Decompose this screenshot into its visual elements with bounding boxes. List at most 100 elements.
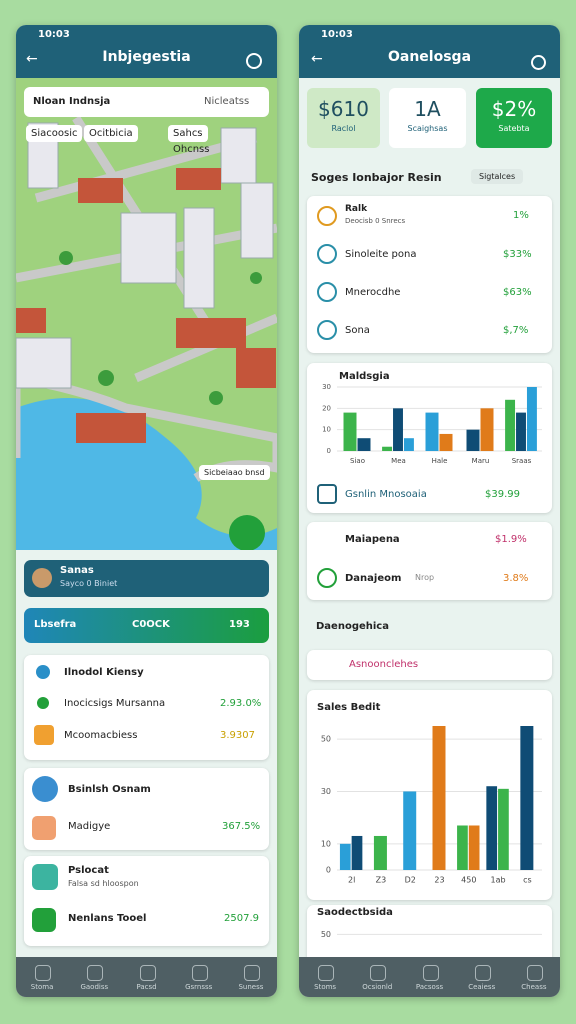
y-tick-label: 0	[327, 447, 331, 455]
stat-label: Scaighsas	[407, 124, 448, 133]
list-name: Mnerocdhe	[345, 287, 401, 298]
x-tick-label: 1ab	[491, 876, 506, 885]
stat-box[interactable]: $2% Satebta	[476, 88, 552, 148]
chart-card: Sales Bedit 0 10 30 50 2l Z3 D2 23 450 1ab cs	[307, 690, 552, 900]
y-tick-label: 30	[321, 787, 331, 796]
big-chart: 0 10 30 50 2l Z3 D2 23 450 1ab cs	[321, 726, 542, 885]
nav-item[interactable]: Cheass	[508, 957, 560, 997]
stat-value: $2%	[491, 97, 537, 121]
icon	[317, 244, 337, 264]
list-sub: Deocisb 0 Snrecs	[345, 217, 406, 225]
x-tick-label: 450	[461, 876, 476, 885]
x-tick-label: Siao	[350, 457, 365, 465]
profile-icon[interactable]	[246, 53, 262, 69]
x-tick-label: Maru	[472, 457, 490, 465]
progress-bar[interactable]: Lbsefra C0OCK 193	[24, 608, 269, 643]
map-label: Sahcs	[168, 125, 208, 142]
nav-item[interactable]: Gaodiss	[68, 957, 120, 997]
stat-value: 1A	[414, 97, 441, 121]
icon	[36, 665, 50, 679]
stat-box[interactable]: $610 Raclol	[307, 88, 380, 148]
back-button[interactable]: ←	[26, 51, 38, 67]
list-card: Ralk Deocisb 0 Snrecs 1% Sinoleite pona …	[307, 196, 552, 353]
filter-label[interactable]: Nicleatss	[204, 96, 250, 107]
section-button[interactable]: Sigtalces	[471, 169, 524, 184]
card: Bsinlsh Osnam Madigye 367.5%	[24, 768, 269, 850]
nav-item[interactable]: Pacsd	[120, 957, 172, 997]
profile-sub: Sayco 0 Biniet	[60, 579, 118, 588]
icon	[32, 776, 58, 802]
bar	[468, 825, 480, 870]
icon	[317, 484, 337, 504]
row-title[interactable]: Daenogehica	[316, 621, 389, 632]
list-value: $,7%	[503, 325, 529, 336]
bar	[403, 791, 417, 870]
bar	[382, 446, 393, 451]
status-time: 10:03	[38, 29, 70, 40]
icon	[317, 206, 337, 226]
x-tick-label: Sraas	[512, 457, 532, 465]
list-name: Sinoleite pona	[345, 249, 417, 260]
y-tick-label: 50	[321, 930, 331, 939]
nav-item[interactable]: Gsrnsss	[173, 957, 225, 997]
icon	[317, 568, 337, 588]
row-value: $1.9%	[495, 534, 527, 545]
stat-box[interactable]: 1A Scaighsas	[389, 88, 466, 148]
row-label: Nenlans Tooel	[68, 913, 147, 924]
map-label: Ohcnss	[173, 144, 210, 155]
row-value: 2507.9	[224, 913, 259, 924]
chart-title: Sales Bedit	[317, 702, 381, 713]
bar	[373, 835, 387, 870]
card-title: Ilnodol Kiensy	[64, 667, 144, 678]
left-phone: 10:03 ← Inbjegestia Nloan Indnsja Niclea…	[16, 25, 277, 997]
bar	[425, 412, 439, 451]
row-label: Asnoonclehes	[349, 659, 419, 670]
mini-chart: 0 10 20 30 Siao Mea Hale Maru Sraas	[322, 383, 542, 465]
nav-item[interactable]: Suness	[225, 957, 277, 997]
icon	[32, 908, 56, 932]
chart-title: Saodectbsida	[317, 907, 393, 918]
icon	[317, 282, 337, 302]
row-value: 3.9307	[220, 730, 255, 741]
bar	[498, 788, 509, 870]
row-label: Maiapena	[345, 534, 400, 545]
header: 10:03 ← Oanelosga	[299, 25, 560, 78]
notification-icon[interactable]	[531, 55, 546, 70]
avatar	[32, 568, 52, 588]
nav-item[interactable]: Pacsoss	[403, 957, 455, 997]
y-tick-label: 50	[321, 735, 331, 744]
back-button[interactable]: ←	[311, 51, 323, 67]
progress-middle: C0OCK	[132, 619, 170, 630]
nav-item[interactable]: Stoms	[299, 957, 351, 997]
nav-item[interactable]: Stoma	[16, 957, 68, 997]
bar	[439, 433, 453, 451]
bottom-chart: 50	[321, 930, 542, 939]
map-label: Sicbeiaao bnsd	[199, 465, 270, 480]
y-tick-label: 20	[322, 404, 331, 412]
bottom-nav: Stoms Ocsionld Pacsoss Ceaiess Cheass	[299, 957, 560, 997]
bar	[403, 438, 414, 451]
icon	[34, 725, 54, 745]
bar	[505, 399, 516, 451]
chart-card: Saodectbsida 50	[307, 905, 552, 965]
x-tick-label: 23	[434, 876, 444, 885]
card-title: Bsinlsh Osnam	[68, 784, 151, 795]
x-tick-label: 2l	[348, 876, 355, 885]
x-tick-label: Z3	[376, 876, 387, 885]
icon	[32, 864, 58, 890]
bottom-nav: Stoma Gaodiss Pacsd Gsrnsss Suness	[16, 957, 277, 997]
chart-title: Maldsgia	[339, 371, 390, 382]
nav-item[interactable]: Ocsionld	[351, 957, 403, 997]
x-tick-label: Hale	[432, 457, 448, 465]
header: 10:03 ← Inbjegestia	[16, 25, 277, 78]
bar	[457, 825, 468, 870]
bar	[480, 408, 494, 451]
footer-label: Gsnlin Mnosoaia	[345, 489, 427, 500]
stat-label: Satebta	[498, 124, 530, 133]
stat-value: $610	[318, 97, 369, 121]
search-bar[interactable]: Nloan Indnsja Nicleatss	[24, 87, 269, 117]
bar	[339, 843, 351, 870]
nav-item[interactable]: Ceaiess	[456, 957, 508, 997]
row-card[interactable]: Asnoonclehes	[307, 650, 552, 680]
profile-bar[interactable]: Sanas Sayco 0 Biniet	[24, 560, 269, 597]
